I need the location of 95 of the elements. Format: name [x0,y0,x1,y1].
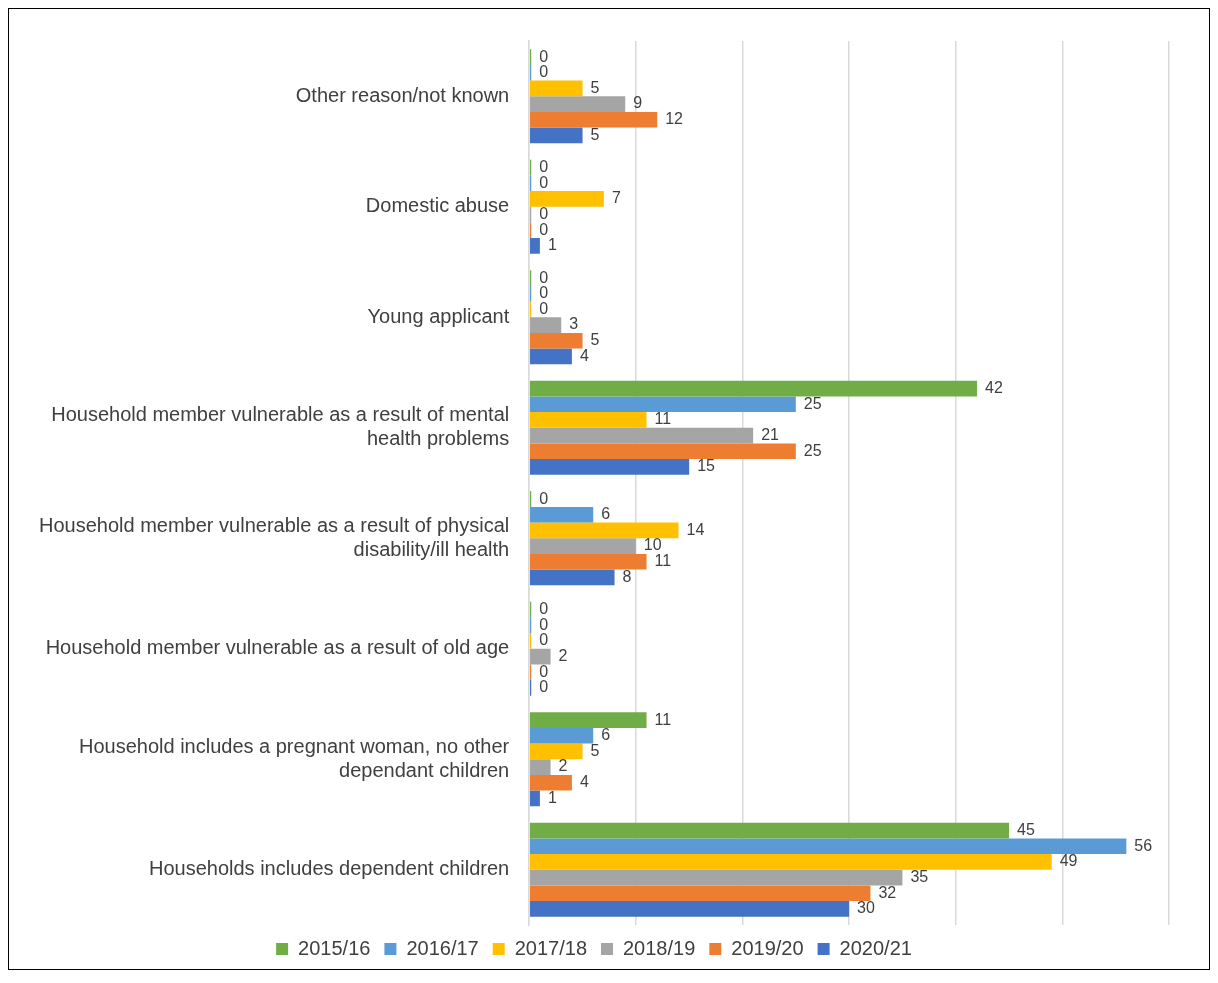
bar [529,522,679,539]
data-label: 7 [611,189,621,207]
data-label: 49 [1059,852,1078,870]
y-tick-label: Households includes dependent children [148,857,510,880]
bar [529,191,604,207]
bar [529,332,583,349]
bar [529,743,583,760]
data-label: 0 [539,615,549,633]
y-tick-label: Household includes a pregnant woman, no other dependant children [78,734,510,781]
data-label: 5 [590,331,600,349]
data-label: 12 [665,110,684,128]
y-tick-label: Other reason/not known [295,83,510,106]
data-label: 1 [547,236,557,254]
y-tick-label: Household member vulnerable as a result of physical disability/ill health [38,513,510,560]
bar [529,348,572,365]
y-tick-label: Household member vulnerable as a result of old age [45,636,510,659]
data-label: 15 [697,457,716,475]
legend-label: 2015/16 [298,936,371,959]
bar [529,774,572,791]
data-label: 0 [539,662,549,680]
data-label: 0 [539,220,549,238]
data-label: 3 [569,315,579,333]
data-label: 4 [579,773,589,791]
bar [529,648,551,665]
data-label: 25 [803,394,822,412]
data-label: 0 [539,158,549,176]
bar [529,553,647,570]
data-label: 45 [1017,821,1035,839]
data-label: 5 [590,78,600,96]
bar [529,759,551,775]
bar [529,127,583,144]
bar [529,412,647,428]
y-tick-label: Domestic abuse [365,194,510,217]
bar [529,712,647,728]
data-label: 0 [539,47,549,65]
data-label: 6 [601,726,611,744]
bar [529,238,540,254]
data-label: 0 [539,63,549,81]
data-label: 0 [539,299,549,317]
bar [529,822,1010,839]
data-label: 0 [539,284,549,302]
data-label: 11 [654,552,672,570]
data-label: 0 [539,173,549,191]
bar [529,380,978,397]
bar [529,317,562,333]
data-label: 0 [539,268,549,286]
data-label: 35 [910,867,929,885]
data-label: 2 [558,646,568,664]
data-label: 1 [547,788,557,806]
bar [529,506,594,523]
data-label: 32 [878,883,897,901]
data-label: 25 [803,441,822,459]
data-label: 30 [857,899,876,917]
bar [529,869,903,886]
data-label: 21 [761,425,780,443]
data-label: 5 [590,741,600,759]
bar [529,569,615,586]
legend-label: 2017/18 [514,936,587,959]
data-label: 4 [579,346,589,364]
legend-label: 2020/21 [839,936,912,959]
data-label: 11 [654,710,672,728]
bar [529,854,1052,870]
bar [529,838,1127,855]
bar [529,111,658,128]
data-label: 56 [1134,836,1153,854]
bar [529,885,871,902]
bar [529,459,690,475]
data-label: 42 [985,379,1003,397]
data-label: 5 [590,125,600,143]
data-label: 0 [539,631,549,649]
y-tick-label: Household member vulnerable as a result of mental health problems [51,403,510,450]
bar [529,427,754,444]
data-label: 9 [633,94,643,112]
data-label: 6 [601,505,611,523]
bar [529,727,594,744]
data-label: 11 [654,410,672,428]
bar [529,901,850,917]
bar [529,443,796,460]
legend-label: 2019/20 [731,936,804,959]
data-label: 0 [539,204,549,222]
data-label: 0 [539,489,549,507]
legend-label: 2016/17 [406,936,479,959]
bar [529,80,583,97]
data-label: 10 [643,536,662,554]
data-label: 2 [558,757,568,775]
bar [529,790,540,807]
legend-label: 2018/19 [623,936,696,959]
data-label: 0 [539,678,549,696]
data-label: 14 [686,520,705,538]
data-label: 0 [539,600,549,618]
bar [529,538,636,554]
bar [529,396,796,413]
y-tick-label: Young applicant [367,304,510,327]
data-label: 8 [622,567,632,585]
bar [529,96,626,112]
